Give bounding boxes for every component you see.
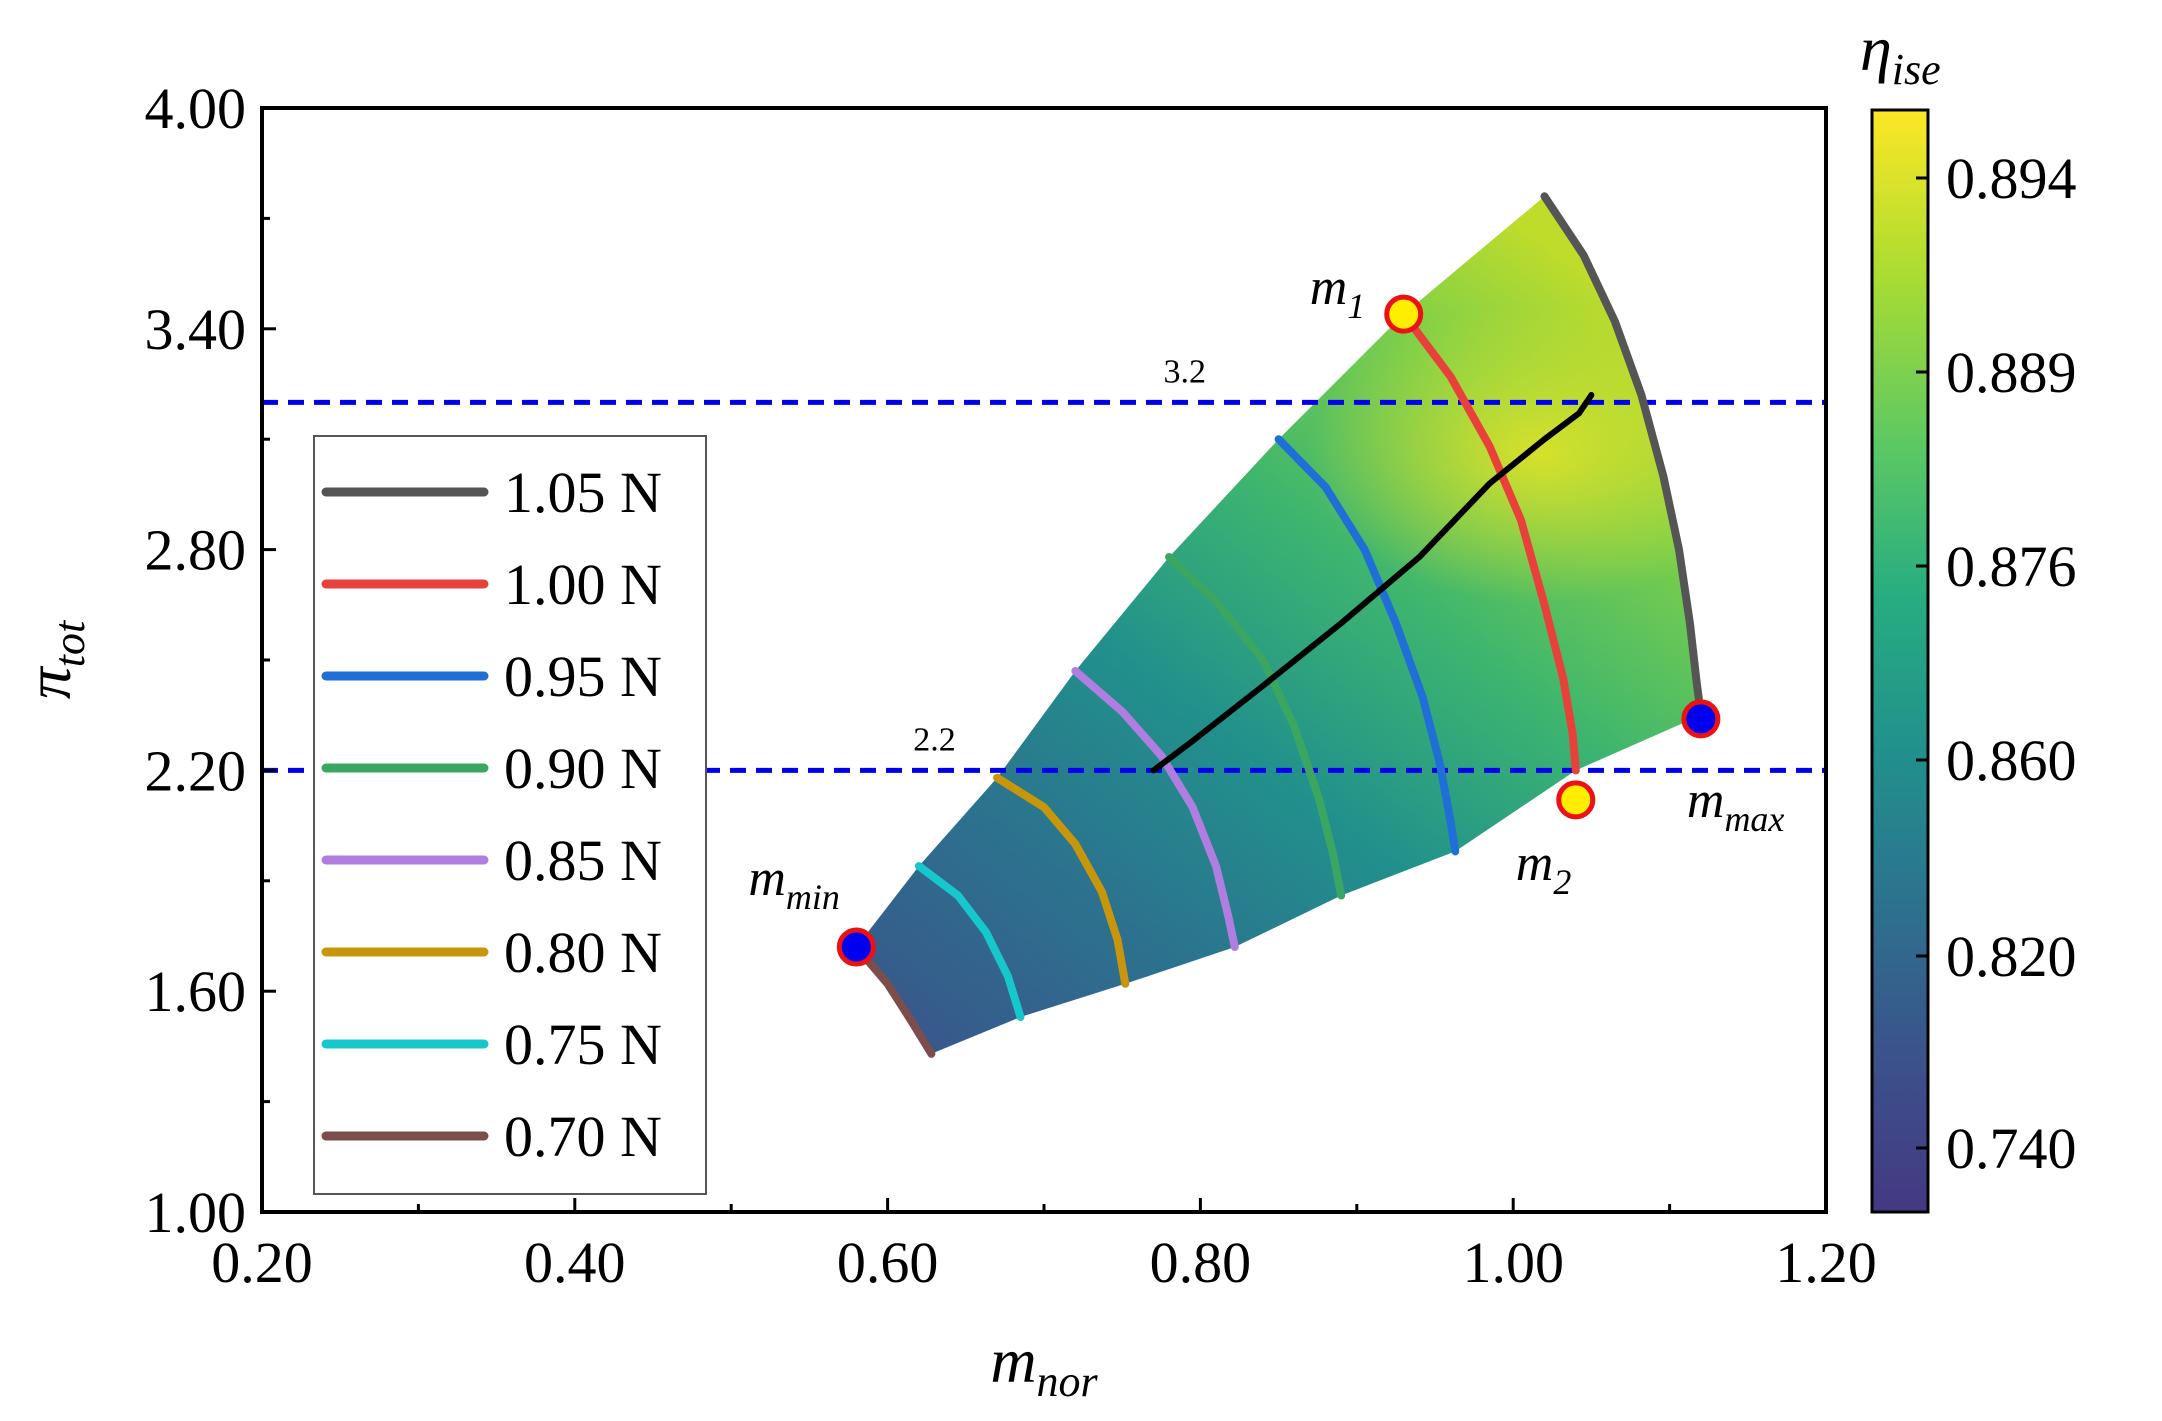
operating-line <box>1150 392 1595 774</box>
point-marker-1 <box>1384 294 1424 334</box>
legend-label-095N: 0.95 N <box>504 644 662 709</box>
x-axis-label-base: m <box>990 1325 1036 1396</box>
colorbar-label-sub: ise <box>1892 45 1941 94</box>
y-axis-label-base: π <box>13 665 84 699</box>
colorbar-tick-label: 0.889 <box>1946 340 2077 405</box>
colorbar-tick-label: 0.740 <box>1946 1116 2077 1181</box>
colorbar-tick-label: 0.820 <box>1946 924 2077 989</box>
point-marker-2 <box>1556 780 1596 820</box>
legend-label-070N: 0.70 N <box>504 1104 662 1169</box>
y-tick-label: 2.80 <box>145 518 247 583</box>
point-label-1-base: m <box>1310 259 1348 316</box>
y-axis-label-sub: tot <box>45 619 94 667</box>
point-label-2-base: m <box>1516 835 1554 892</box>
legend-label-085N: 0.85 N <box>504 828 662 893</box>
x-tick-label: 0.40 <box>524 1230 626 1295</box>
colorbar-tick-label: 0.860 <box>1946 728 2077 793</box>
legend-label-080N: 0.80 N <box>504 920 662 985</box>
y-tick-label: 2.20 <box>145 738 247 803</box>
colorbar-label: ηise <box>1860 13 1941 94</box>
y-axis-label: πtot <box>13 619 94 699</box>
point-label-max: mmax <box>1687 772 1785 839</box>
point-label-2: m2 <box>1516 835 1572 902</box>
speed-line-085N <box>1071 667 1239 951</box>
point-marker-min <box>836 927 876 967</box>
y-tick-label: 4.00 <box>145 76 247 141</box>
legend-label-105N: 1.05 N <box>504 460 662 525</box>
reference-label-3.2: 3.2 <box>1164 353 1207 390</box>
point-marker-max <box>1681 699 1721 739</box>
speed-line-100N <box>1399 310 1580 775</box>
point-label-min: mmin <box>748 850 840 917</box>
x-tick-label: 1.00 <box>1462 1230 1564 1295</box>
speed-line-090N <box>1165 553 1346 900</box>
colorbar-label-base: η <box>1860 13 1892 84</box>
y-tick-label: 3.40 <box>145 297 247 362</box>
colorbar <box>1870 108 1930 1214</box>
legend-label-090N: 0.90 N <box>504 736 662 801</box>
colorbar-tick-label: 0.876 <box>1946 534 2077 599</box>
speed-line-095N <box>1274 435 1460 856</box>
point-label-max-base: m <box>1687 772 1725 829</box>
speed-line-075N <box>914 862 1025 1021</box>
efficiency-peak-zone <box>1308 303 1701 604</box>
x-tick-label: 1.20 <box>1775 1230 1877 1295</box>
y-tick-label: 1.60 <box>145 959 247 1024</box>
speed-line-105N <box>1540 192 1705 720</box>
point-label-min-base: m <box>748 850 786 907</box>
point-label-1-sub: 1 <box>1347 286 1365 326</box>
x-tick-label: 0.20 <box>211 1230 313 1295</box>
speed-line-070N <box>852 943 936 1058</box>
x-axis-label-sub: nor <box>1037 1357 1099 1406</box>
colorbar-tick-label: 0.894 <box>1946 146 2077 211</box>
y-tick-label: 1.00 <box>145 1180 247 1245</box>
legend-box <box>313 435 707 1195</box>
point-label-1: m1 <box>1310 259 1366 326</box>
x-tick-label: 0.80 <box>1150 1230 1252 1295</box>
legend-label-075N: 0.75 N <box>504 1012 662 1077</box>
x-tick-label: 0.60 <box>837 1230 939 1295</box>
point-label-max-sub: max <box>1724 799 1784 839</box>
legend-label-100N: 1.00 N <box>504 552 662 617</box>
x-axis-label: mnor <box>990 1325 1098 1406</box>
point-label-min-sub: min <box>786 877 840 917</box>
point-label-2-sub: 2 <box>1553 862 1571 902</box>
speed-line-080N <box>993 773 1130 988</box>
reference-label-2.2: 2.2 <box>913 721 956 758</box>
